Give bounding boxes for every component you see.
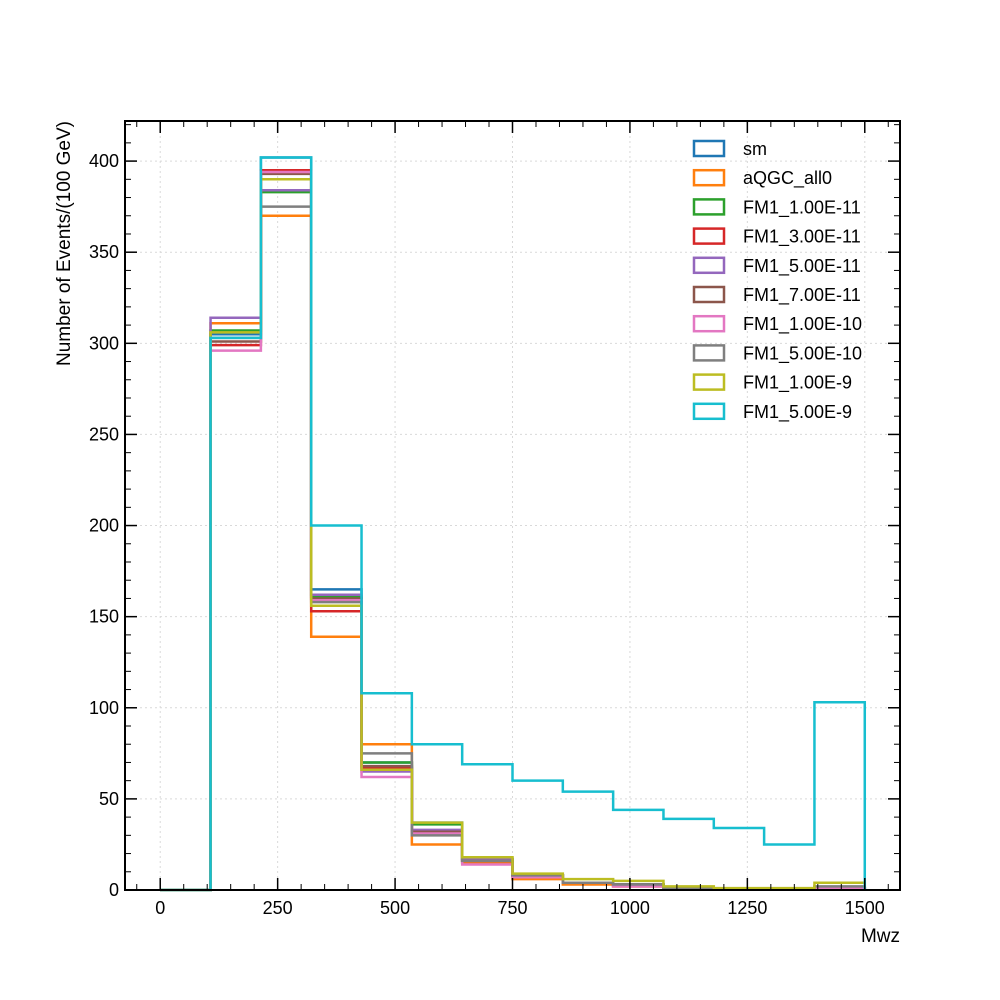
y-tick-label: 350	[89, 242, 119, 262]
x-tick-label: 0	[155, 898, 165, 918]
legend-label: FM1_1.00E-11	[743, 197, 861, 218]
legend-swatch-FM1_5.00E-11	[692, 256, 726, 275]
y-tick-label: 50	[99, 789, 119, 809]
y-tick-label: 200	[89, 516, 119, 536]
legend-label: FM1_1.00E-10	[743, 314, 862, 335]
x-tick-label: 1000	[610, 898, 650, 918]
y-tick-label: 250	[89, 424, 119, 444]
legend-swatch-FM1_1.00E-9	[692, 373, 726, 391]
legend-swatch-FM1_3.00E-11	[692, 227, 726, 245]
x-tick-label: 250	[263, 898, 293, 918]
legend-label: sm	[743, 139, 767, 159]
y-tick-label: 400	[89, 151, 119, 171]
series-line-FM1_5.00E-9	[160, 156, 867, 892]
legend: sm aQGC_all0 FM1_1.00E-11 FM1_3.00E-11 FM1_5…	[692, 139, 862, 423]
x-tick-label: 1500	[845, 898, 885, 918]
legend-label: FM1_5.00E-9	[743, 402, 852, 423]
x-tick-label: 500	[380, 898, 410, 918]
legend-label: aQGC_all0	[743, 168, 832, 189]
x-tick-label: 750	[497, 898, 527, 918]
legend-label: FM1_7.00E-11	[743, 285, 861, 306]
legend-label: FM1_3.00E-11	[743, 227, 861, 248]
legend-swatch-FM1_1.00E-10	[692, 314, 726, 333]
legend-label: FM1_5.00E-10	[743, 343, 862, 364]
legend-label: FM1_5.00E-11	[743, 256, 861, 277]
y-tick-label: 100	[89, 698, 119, 718]
legend-swatch-FM1_1.00E-11	[692, 198, 726, 216]
legend-swatch-FM1_5.00E-9	[692, 402, 726, 421]
legend-swatch-FM1_5.00E-10	[692, 344, 726, 362]
x-tick-label: 1250	[727, 898, 767, 918]
y-tick-label: 0	[109, 880, 119, 900]
axis-ticks	[125, 121, 900, 891]
legend-swatch-aQGC_all0	[692, 168, 726, 187]
legend-swatch-sm	[692, 139, 726, 158]
y-tick-label: 300	[89, 333, 119, 353]
y-axis-title: Number of Events/(100 GeV)	[54, 121, 75, 366]
tick-labels: 0 250 500 750 1000 1250 1500 0 50 100 150 200 250 300…	[89, 151, 885, 918]
legend-swatch-FM1_7.00E-11	[692, 285, 726, 304]
y-tick-label: 150	[89, 607, 119, 627]
x-axis-title: Mwz	[861, 926, 900, 947]
series-line-FM1_1.00E-9	[160, 178, 867, 892]
legend-label: FM1_1.00E-9	[743, 373, 852, 394]
